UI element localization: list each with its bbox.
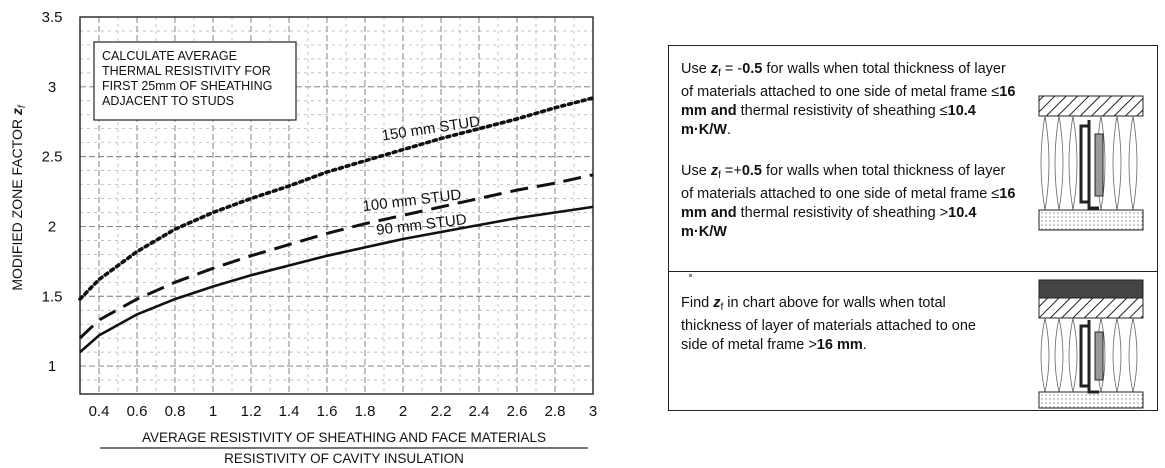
series-line [78,173,594,340]
annotation-line-3: FIRST 25mm OF SHEATHING [102,79,272,93]
panel-divider [669,271,1157,272]
y-tick-label: 2.5 [42,149,63,166]
annotation-box [93,41,297,121]
wall-section-diagram-thin [1038,95,1144,231]
x-tick-label: 2.8 [545,403,566,420]
x-tick-labels: 0.4 0.6 0.8 1 1.2 1.4 1.6 1.8 2 2.2 2.4 2.6 2.8 3 [89,403,598,420]
y-tick-label: 1 [48,358,56,375]
annotation-line-4: ADJACENT TO STUDS [102,94,234,108]
wall-section-diagram-thick [1038,279,1144,409]
x-axis-label-denominator: RESISTIVITY OF CAVITY INSULATION [224,451,464,466]
y-tick-label: 3.5 [42,9,63,26]
y-tick-label: 3 [48,79,56,96]
y-tick-label: 1.5 [42,288,63,305]
y-tick-label: 2 [48,218,56,235]
x-tick-label: 2 [399,403,407,420]
series-label: 100 mm STUD [362,186,463,215]
x-tick-label: 3 [589,403,597,420]
chart: 1 1.5 2 2.5 3 3.5 0.4 0.6 0.8 1 1.2 1.4 1.6 1.8 2 2.2 2… [9,9,598,466]
series-line [78,96,595,301]
note-frame-plus-0-5: Use zf =+0.5 for walls when total thickn… [681,163,1016,240]
y-axis-label: MODIFIED ZONE FACTOR zf [9,104,28,291]
divider-mark [689,274,692,277]
x-tick-label: 1.8 [355,403,376,420]
x-tick-label: 0.6 [127,403,148,420]
x-tick-label: 2.4 [469,403,490,420]
x-tick-label: 0.8 [165,403,186,420]
x-tick-label: 1.6 [317,403,338,420]
x-axis-label-numerator: AVERAGE RESISTIVITY OF SHEATHING AND FAC… [142,430,546,445]
series-label: 150 mm STUD [381,113,482,144]
x-tick-label: 1.4 [279,403,300,420]
note-frame-minus-0-5: Use zf = -0.5 for walls when total thick… [681,61,1016,138]
series-lines [78,96,595,354]
y-tick-labels: 1 1.5 2 2.5 3 3.5 [42,9,63,375]
x-tick-label: 1.2 [241,403,262,420]
series-line [79,205,594,354]
x-tick-label: 1 [209,403,217,420]
x-tick-label: 0.4 [89,403,110,420]
x-tick-label: 2.6 [507,403,528,420]
annotation-line-2: THERMAL RESISTIVITY FOR [102,64,271,78]
wall-guidance-panel: Use zf = -0.5 for walls when total thick… [668,45,1158,411]
plot-frame [79,16,594,395]
annotation-line-1: CALCULATE AVERAGE [102,49,237,63]
x-tick-label: 2.2 [431,403,452,420]
note-find-in-chart: Find zf in chart above for walls when to… [681,295,976,353]
